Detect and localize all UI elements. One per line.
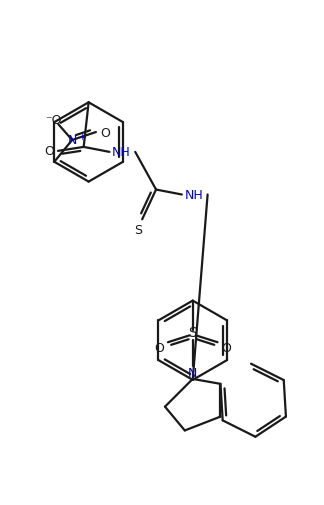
Text: NH: NH xyxy=(112,146,131,159)
Text: S: S xyxy=(188,326,197,340)
Text: O: O xyxy=(154,341,164,354)
Text: O: O xyxy=(100,126,110,139)
Text: N: N xyxy=(67,134,77,147)
Text: O: O xyxy=(222,341,231,354)
Text: NH: NH xyxy=(184,189,203,201)
Text: O: O xyxy=(44,145,54,158)
Text: S: S xyxy=(134,223,142,236)
Text: N: N xyxy=(188,367,197,380)
Text: +: + xyxy=(78,133,86,142)
Text: ⁻O: ⁻O xyxy=(45,114,62,126)
